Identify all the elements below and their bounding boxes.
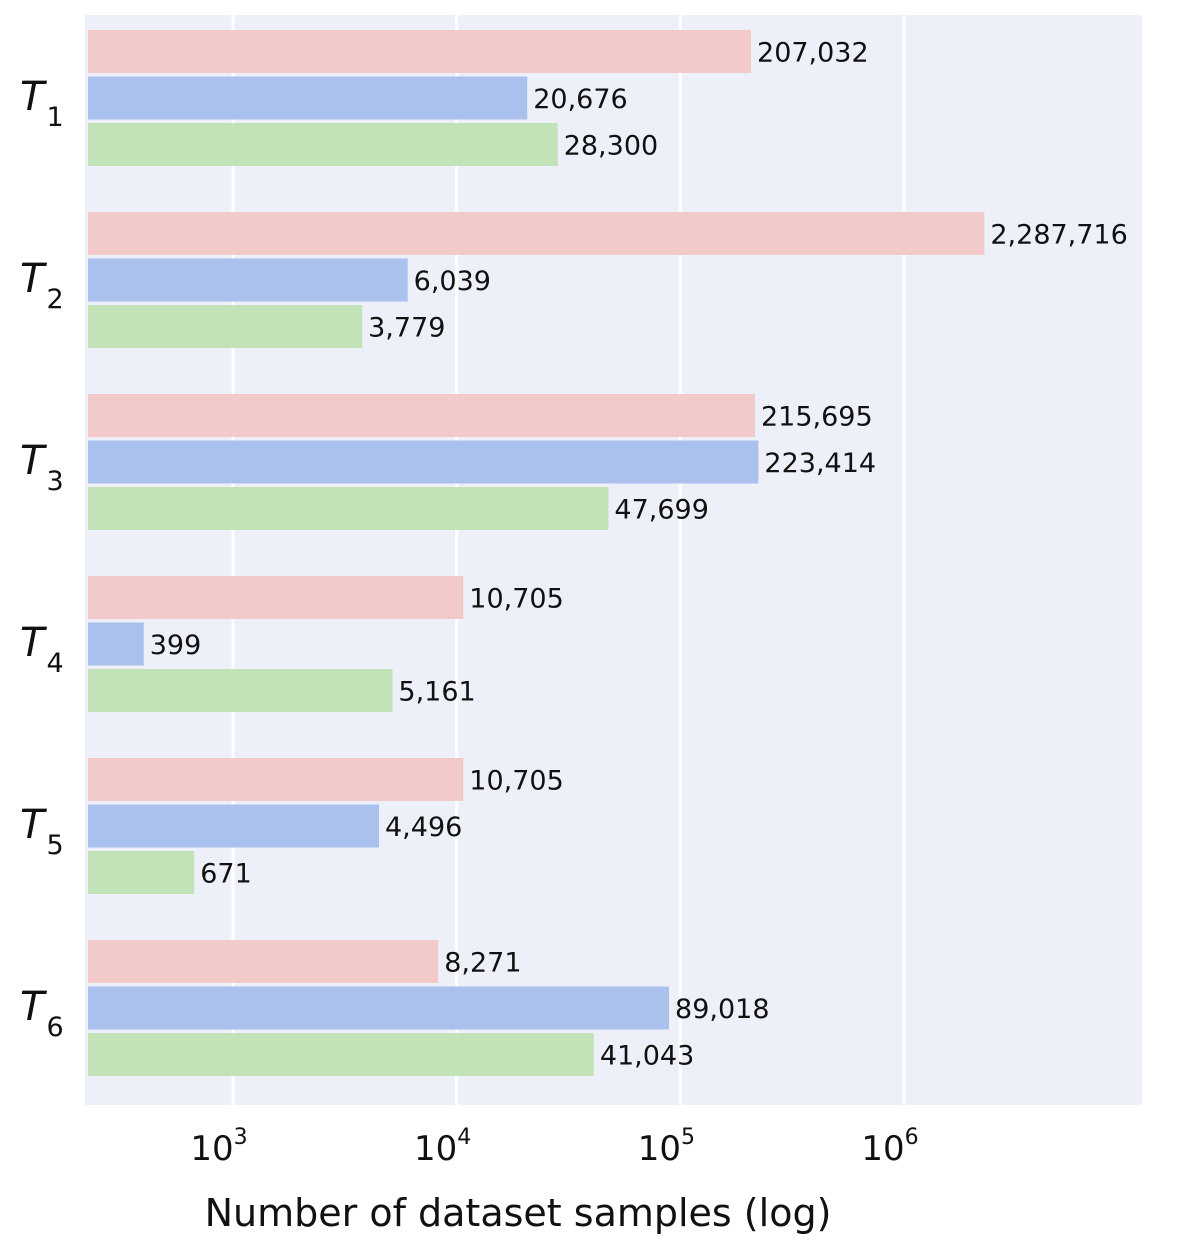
x-tick-label: 103 [190,1125,247,1169]
data-label: 89,018 [675,994,769,1025]
bar [88,76,528,120]
category-label: T6 [20,984,64,1043]
data-label: 41,043 [600,1041,694,1072]
bars [88,30,985,1076]
bar [88,1033,594,1076]
data-label: 28,300 [564,131,658,162]
category-label: T5 [20,802,64,861]
data-label: 223,414 [764,448,876,479]
bar [88,804,380,848]
value-labels: 207,032 20,676 28,300 2,287,716 6,039 3,779 21… [150,38,1128,1072]
bar [88,258,408,302]
gridlines [231,15,906,1105]
plot-area [85,15,1142,1105]
x-tick-label: 104 [414,1125,471,1169]
category-label: T1 [20,74,64,133]
data-label: 671 [200,859,252,890]
bar [88,851,195,894]
data-label: 215,695 [761,402,873,433]
data-label: 10,705 [469,766,563,797]
category-label: T2 [20,256,64,315]
data-label: 47,699 [614,495,708,526]
category-label: T4 [20,620,64,679]
bar [88,212,985,255]
bar [88,305,363,348]
bar [88,622,144,666]
bar [88,940,439,983]
x-tick-label: 105 [638,1125,695,1169]
data-label: 8,271 [444,948,521,979]
data-label: 20,676 [533,84,627,115]
data-label: 4,496 [385,812,462,843]
bar [88,440,759,484]
data-label: 2,287,716 [990,220,1127,251]
bar [88,986,670,1030]
data-label: 10,705 [469,584,563,615]
bar [88,123,558,166]
x-axis-label: Number of dataset samples (log) [205,1191,832,1235]
bar [88,30,752,73]
data-label: 5,161 [398,677,475,708]
category-labels: T1 T2 T3 T4 T5 T6 [20,74,64,1043]
bar [88,576,464,619]
x-tick-labels: 103 104 105 106 [190,1125,918,1169]
data-label: 3,779 [368,313,445,344]
bar [88,758,464,801]
data-label: 207,032 [757,38,869,69]
data-label: 399 [150,630,202,661]
bar [88,487,609,530]
category-label: T3 [20,438,64,497]
bar [88,669,393,712]
data-label: 6,039 [414,266,491,297]
bar [88,394,756,437]
x-tick-label: 106 [861,1125,918,1169]
